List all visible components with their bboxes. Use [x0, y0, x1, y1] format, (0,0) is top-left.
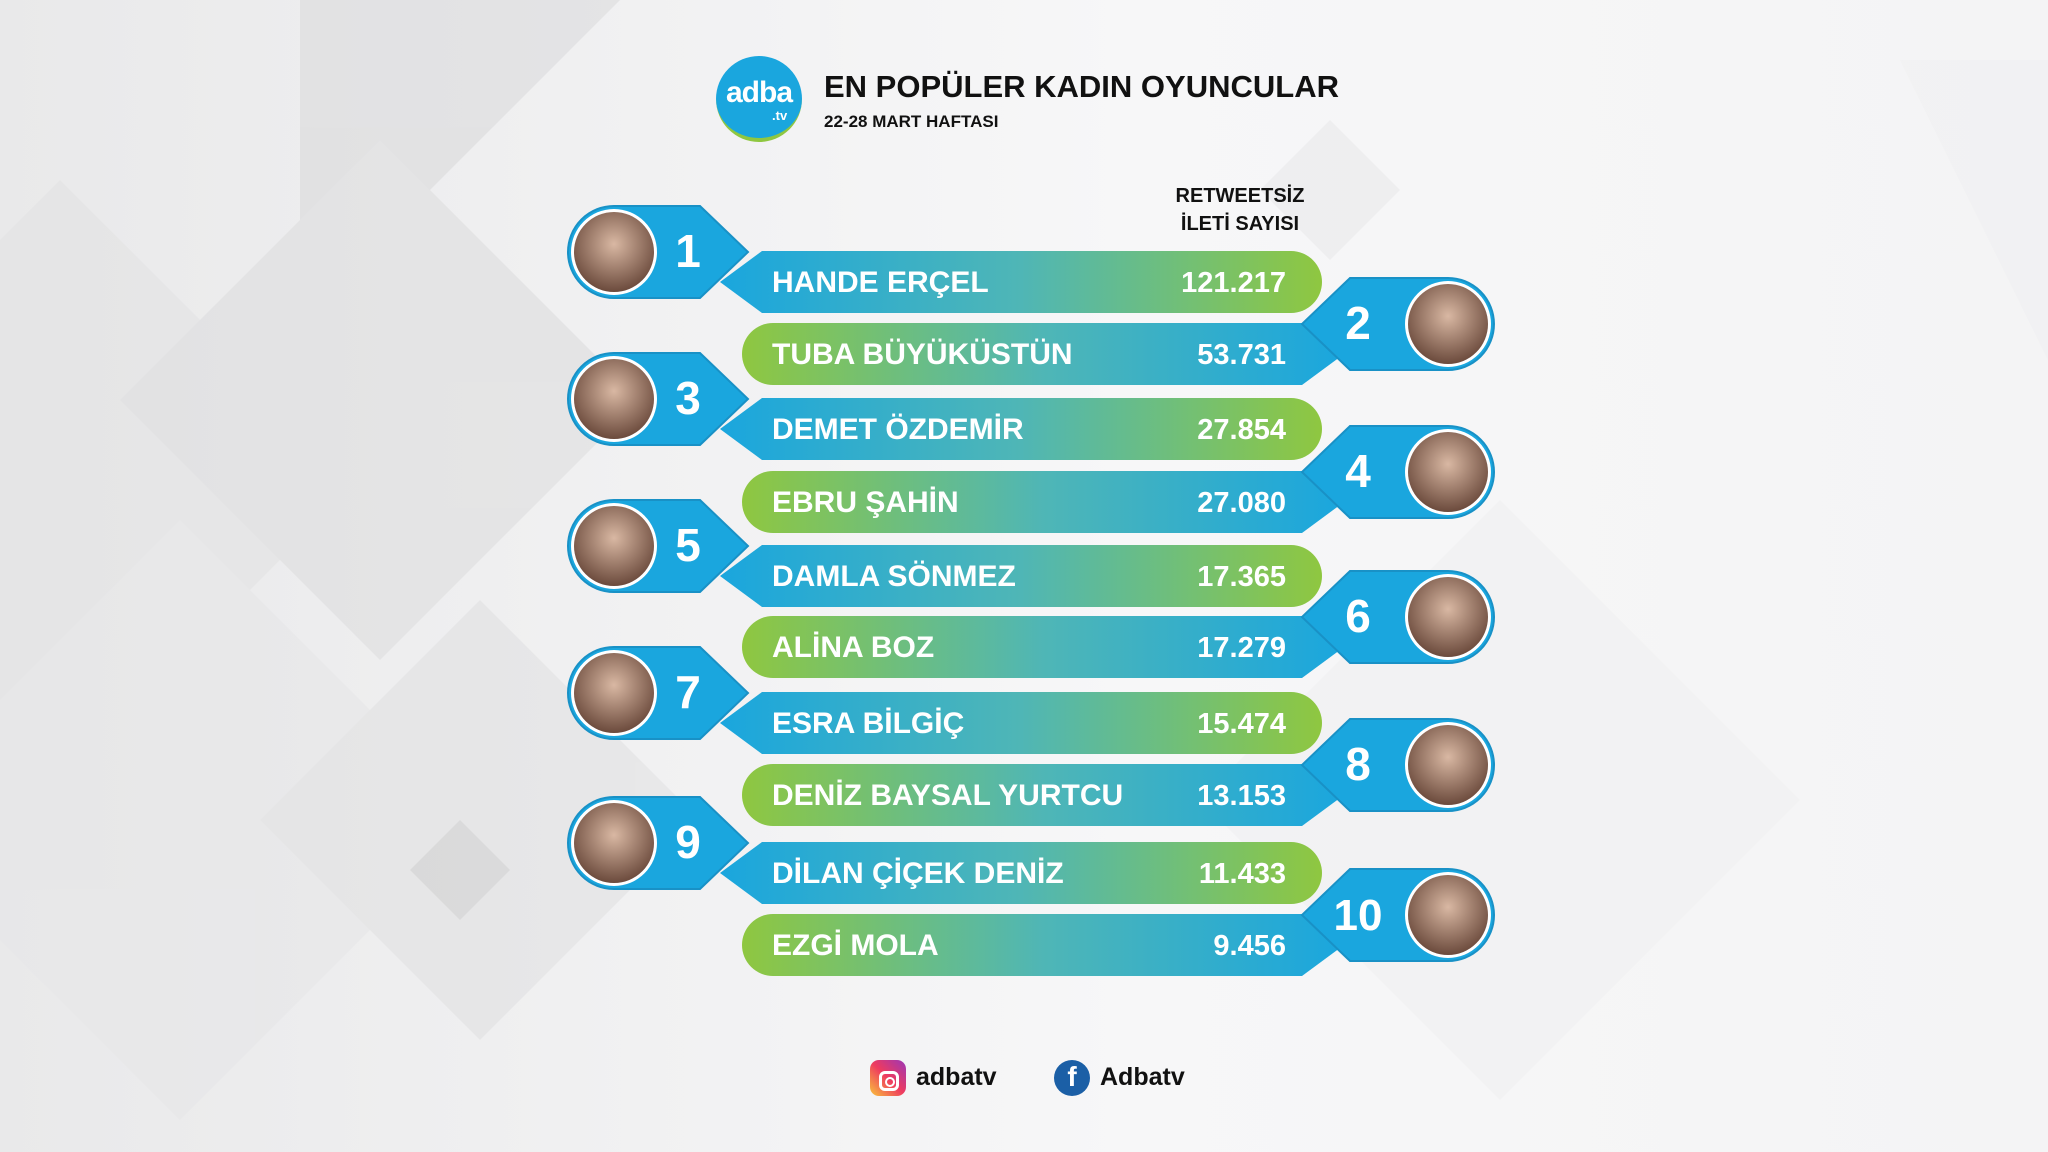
actress-name: DEMET ÖZDEMİR [772, 413, 1024, 446]
instagram-label: adbatv [916, 1063, 997, 1091]
mention-count: 15.474 [1197, 708, 1286, 740]
adba-logo: adba .tv [716, 56, 802, 142]
actress-photo [1408, 284, 1488, 364]
value-column-header-line2: İLETİ SAYISI [1180, 213, 1300, 235]
value-column-header-line1: RETWEETSİZ [1175, 185, 1305, 207]
actress-name: ALİNA BOZ [772, 631, 934, 664]
rank-number: 6 [1345, 590, 1371, 642]
ranking-bar [720, 842, 1322, 904]
mention-count: 9.456 [1213, 930, 1286, 962]
rank-number: 1 [675, 225, 701, 277]
instagram-icon [870, 1060, 906, 1096]
ranking-bar [742, 764, 1344, 826]
ranking-row: 7 ESRA BİLGİÇ 15.474 [567, 646, 1322, 754]
rank-number: 2 [1345, 297, 1371, 349]
mention-count: 27.854 [1197, 414, 1286, 446]
actress-name: ESRA BİLGİÇ [772, 707, 964, 740]
rank-number: 10 [1334, 891, 1383, 940]
actress-photo [1408, 875, 1488, 955]
rank-number: 5 [675, 519, 701, 571]
ranking-row: 1 HANDE ERÇEL 121.217 [567, 205, 1322, 313]
ranking-row: 9 DİLAN ÇİÇEK DENİZ 11.433 [567, 796, 1322, 904]
mention-count: 17.365 [1197, 561, 1286, 593]
actress-name: DAMLA SÖNMEZ [772, 560, 1016, 593]
value-column-header: RETWEETSİZ İLETİ SAYISI [1160, 182, 1320, 238]
page-title: EN POPÜLER KADIN OYUNCULAR [824, 69, 1339, 104]
ranking-row: 5 DAMLA SÖNMEZ 17.365 [567, 499, 1322, 607]
actress-photo [1408, 432, 1488, 512]
page-subtitle: 22-28 MART HAFTASI [824, 112, 999, 131]
ranking-bar [720, 398, 1322, 460]
mention-count: 53.731 [1197, 339, 1286, 371]
actress-photo [574, 359, 654, 439]
mention-count: 27.080 [1197, 487, 1286, 519]
rank-number: 3 [675, 372, 701, 424]
ranking-row: 4 EBRU ŞAHİN 27.080 [742, 425, 1495, 533]
mention-count: 121.217 [1181, 267, 1286, 299]
mention-count: 11.433 [1199, 858, 1286, 890]
facebook-label: Adbatv [1100, 1063, 1185, 1091]
actress-photo [574, 506, 654, 586]
ranking-bar [720, 545, 1322, 607]
actress-photo [1408, 577, 1488, 657]
ranking-bar [742, 323, 1344, 385]
rank-number: 7 [675, 666, 701, 718]
ranking-bar [742, 471, 1344, 533]
mention-count: 13.153 [1197, 780, 1286, 812]
rank-number: 4 [1345, 445, 1371, 497]
actress-photo [574, 803, 654, 883]
actress-name: HANDE ERÇEL [772, 266, 989, 299]
ranking-bar [742, 914, 1344, 976]
actress-photo [574, 212, 654, 292]
actress-name: EZGİ MOLA [772, 929, 939, 962]
header: adba .tv EN POPÜLER KADIN OYUNCULAR 22-2… [716, 56, 1356, 146]
ranking-bar [742, 616, 1344, 678]
actress-photo [574, 653, 654, 733]
ranking-row: 8 DENİZ BAYSAL YURTCU 13.153 [742, 718, 1495, 826]
actress-name: EBRU ŞAHİN [772, 486, 959, 519]
actress-name: DENİZ BAYSAL YURTCU [772, 779, 1123, 812]
ranking-row: 6 ALİNA BOZ 17.279 [742, 570, 1495, 678]
actress-name: DİLAN ÇİÇEK DENİZ [772, 857, 1064, 890]
ranking-bar [720, 692, 1322, 754]
mention-count: 17.279 [1197, 632, 1286, 664]
rank-number: 9 [675, 816, 701, 868]
logo-text: adba [725, 76, 793, 109]
ranking-row: 2 TUBA BÜYÜKÜSTÜN 53.731 [742, 277, 1495, 385]
ranking-row: 10 EZGİ MOLA 9.456 [742, 868, 1495, 976]
rank-number: 8 [1345, 738, 1371, 790]
ranking-bar [720, 251, 1322, 313]
facebook-icon: f [1054, 1060, 1090, 1096]
ranking-row: 3 DEMET ÖZDEMİR 27.854 [567, 352, 1322, 460]
logo-sub: .tv [772, 108, 788, 123]
actress-photo [1408, 725, 1488, 805]
actress-name: TUBA BÜYÜKÜSTÜN [772, 338, 1073, 371]
